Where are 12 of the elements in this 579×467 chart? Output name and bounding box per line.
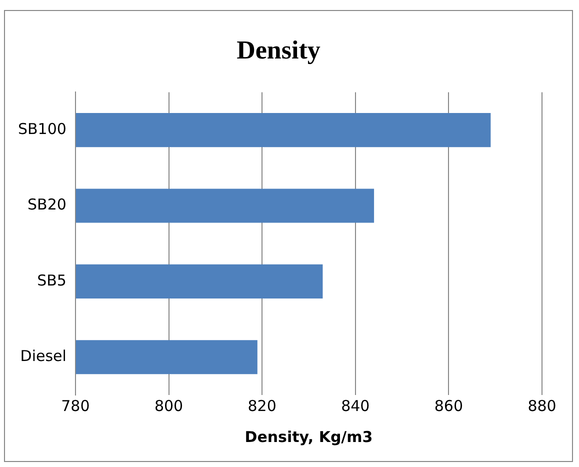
x-tick-label: 880 bbox=[528, 396, 556, 415]
x-tick-label: 800 bbox=[154, 396, 184, 415]
x-axis-title: Density, Kg/m3 bbox=[244, 428, 373, 446]
y-tick-label: SB100 bbox=[18, 120, 66, 138]
y-tick-label: SB5 bbox=[37, 271, 66, 290]
y-tick-label: Diesel bbox=[20, 347, 66, 366]
x-tick-label: 840 bbox=[341, 396, 370, 415]
y-tick-label: SB20 bbox=[28, 196, 66, 214]
x-tick-label: 820 bbox=[248, 396, 276, 415]
x-tick-label: 860 bbox=[434, 396, 464, 415]
x-tick-label: 780 bbox=[61, 396, 90, 415]
chart-title: Density bbox=[236, 35, 320, 64]
